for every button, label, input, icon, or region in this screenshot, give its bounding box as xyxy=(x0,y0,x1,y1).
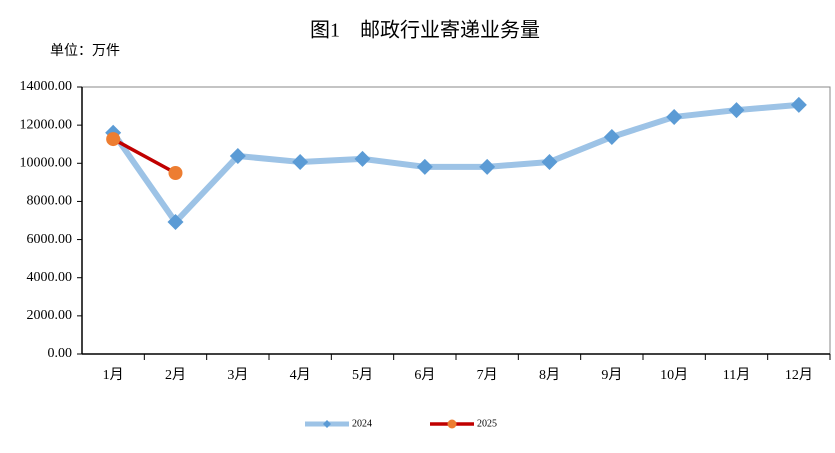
data-point xyxy=(229,148,246,165)
chart-title: 图1 邮政行业寄递业务量 xyxy=(310,19,540,42)
x-tick-label: 11月 xyxy=(723,367,750,383)
x-tick-label: 6月 xyxy=(414,367,435,383)
x-tick-label: 12月 xyxy=(785,367,813,383)
legend-marker xyxy=(323,420,331,428)
x-tick-label: 9月 xyxy=(601,367,622,383)
data-point xyxy=(168,166,183,181)
x-tick-label: 7月 xyxy=(477,367,498,383)
legend-label: 2024 xyxy=(352,418,372,429)
y-tick-label: 10000.00 xyxy=(20,156,73,171)
x-tick-label: 3月 xyxy=(227,367,248,383)
x-tick-label: 10月 xyxy=(660,367,688,383)
data-point xyxy=(167,214,184,231)
y-tick-label: 8000.00 xyxy=(27,194,73,209)
x-tick-label: 4月 xyxy=(290,367,311,383)
unit-label: 单位：万件 xyxy=(50,43,120,59)
data-point xyxy=(106,132,121,147)
data-point xyxy=(666,108,683,125)
series-line xyxy=(111,137,178,175)
legend-marker xyxy=(447,419,457,429)
y-tick-label: 6000.00 xyxy=(27,232,73,247)
data-point xyxy=(292,153,309,170)
y-tick-label: 0.00 xyxy=(48,346,73,361)
y-tick-label: 2000.00 xyxy=(27,308,73,323)
y-tick-label: 4000.00 xyxy=(27,270,73,285)
data-point xyxy=(790,96,807,113)
y-tick-label: 12000.00 xyxy=(20,117,73,132)
data-point xyxy=(354,150,371,167)
data-point xyxy=(728,102,745,119)
plot-frame xyxy=(81,86,831,355)
x-tick-label: 5月 xyxy=(352,367,373,383)
data-point xyxy=(603,128,620,145)
x-tick-label: 8月 xyxy=(539,367,560,383)
x-tick-label: 2月 xyxy=(165,367,186,383)
y-tick-label: 14000.00 xyxy=(20,79,73,94)
data-point xyxy=(541,153,558,170)
data-point xyxy=(479,158,496,175)
data-point xyxy=(416,158,433,175)
x-tick-label: 1月 xyxy=(103,367,124,383)
series-line xyxy=(110,101,802,226)
legend-label: 2025 xyxy=(477,418,497,429)
